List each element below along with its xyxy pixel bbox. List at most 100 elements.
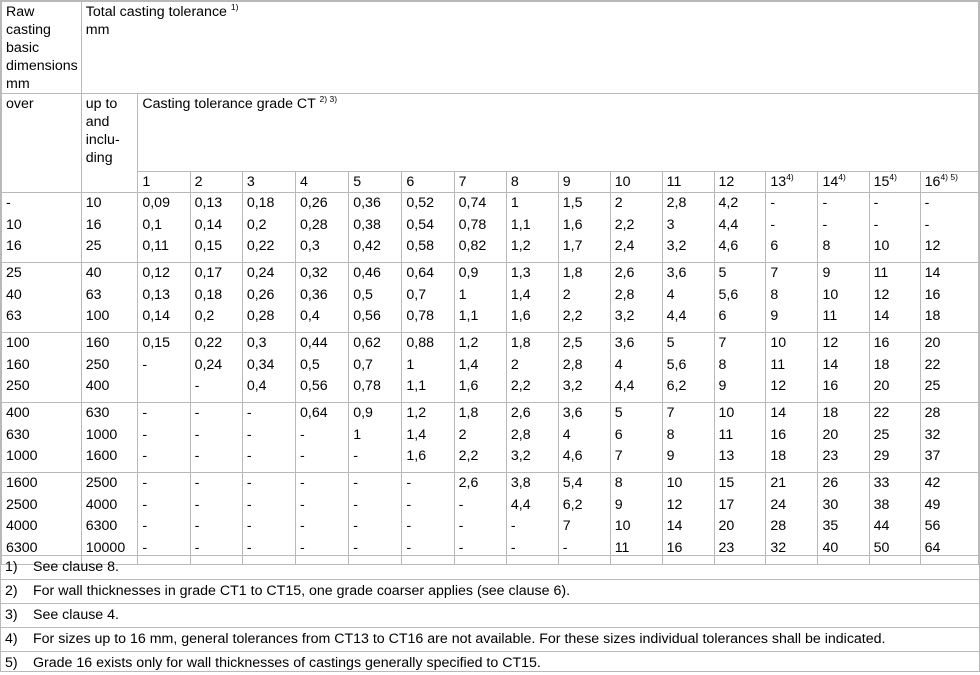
value: 37 bbox=[924, 448, 941, 464]
value: 2 bbox=[614, 195, 623, 211]
value: 1,8 bbox=[562, 265, 583, 281]
value: 56 bbox=[924, 518, 941, 534]
tolerance-cell: - - 6 bbox=[765, 192, 819, 263]
grade-number: 5 bbox=[353, 174, 362, 190]
value: 13 bbox=[718, 448, 735, 464]
value: 38 bbox=[873, 496, 890, 513]
value: 30 bbox=[822, 496, 839, 513]
value: 16 bbox=[822, 378, 839, 394]
value: - bbox=[246, 426, 252, 443]
tolerance-cell: 8 9 10 11 bbox=[609, 472, 663, 565]
upto-cell: 40 63 100 bbox=[80, 262, 139, 333]
tolerance-cell: - - 10 bbox=[868, 192, 921, 263]
value: - bbox=[194, 378, 200, 394]
value: 1,4 bbox=[458, 356, 479, 373]
grade-number: 4 bbox=[300, 174, 308, 190]
tolerance-body: -10 16 10 16 25 0,09 0,1 0,11 0,13 0,14 0,15 0,18 0,… bbox=[1, 192, 980, 565]
value: - bbox=[194, 405, 200, 421]
value: 1,2 bbox=[458, 335, 479, 351]
value: 2,8 bbox=[562, 356, 583, 373]
value: 1,4 bbox=[510, 286, 531, 303]
tolerance-cell: 0,36 0,38 0,42 bbox=[348, 192, 403, 263]
value: - bbox=[142, 475, 148, 491]
tolerance-cell: 3,6 4 4,4 bbox=[661, 262, 715, 333]
tolerance-cell: 0,32 0,36 0,4 bbox=[295, 262, 350, 333]
value: 1,5 bbox=[562, 195, 583, 211]
grade-header: Casting tolerance grade CT 2) 3) bbox=[137, 93, 979, 172]
value: 1,3 bbox=[510, 265, 531, 281]
value: 0,78 bbox=[353, 378, 381, 394]
value: 4 bbox=[666, 286, 675, 303]
value: 6,2 bbox=[562, 496, 583, 513]
value: 17 bbox=[718, 496, 735, 513]
grade-footnote-ref: 4) bbox=[889, 172, 897, 182]
value: 2,4 bbox=[614, 238, 635, 254]
value: - bbox=[300, 496, 305, 513]
value: 0,9 bbox=[353, 405, 373, 421]
tolerance-cell: 7 8 9 bbox=[765, 262, 819, 333]
tolerance-cell: 1,8 2 2,2 bbox=[505, 332, 559, 403]
value: 400 bbox=[6, 405, 30, 421]
value: 3,2 bbox=[614, 308, 635, 324]
tolerance-cell: 1,2 1,4 1,6 bbox=[453, 332, 507, 403]
tolerance-cell: 0,46 0,5 0,56 bbox=[348, 262, 403, 333]
tolerance-cell: 0,24 0,26 0,28 bbox=[241, 262, 297, 333]
grade-number-cell: 144) bbox=[817, 171, 870, 193]
value: 12 bbox=[822, 335, 839, 351]
value: 20 bbox=[924, 335, 941, 351]
tolerance-cell: 2,8 3 3,2 bbox=[661, 192, 715, 263]
value: 10 bbox=[666, 475, 683, 491]
value: 0,15 bbox=[194, 238, 223, 254]
value: - bbox=[406, 496, 412, 513]
value: 2,6 bbox=[458, 475, 479, 491]
grade-number-cell: 8 bbox=[505, 171, 559, 193]
upto-cell: 630 1000 1600 bbox=[80, 402, 139, 473]
value: - bbox=[873, 216, 879, 233]
tolerance-cell: 0,09 0,1 0,11 bbox=[137, 192, 191, 263]
value: 1,6 bbox=[458, 378, 479, 394]
footnote-number: 5) bbox=[5, 655, 18, 671]
value: 23 bbox=[822, 448, 839, 464]
footnote-text: Grade 16 exists only for wall thicknesse… bbox=[33, 655, 541, 671]
total-tolerance-footnote: 1) bbox=[230, 2, 239, 12]
value: 0,11 bbox=[142, 238, 169, 254]
tolerance-cell: 0,64 - - bbox=[295, 402, 350, 473]
grade-number: 7 bbox=[458, 174, 467, 190]
value: 0,7 bbox=[353, 356, 373, 373]
value: 23 bbox=[718, 539, 735, 556]
value: 1 bbox=[458, 286, 467, 303]
dimension-group-row: 1600 2500 4000 6300 2500 4000 6300 10000- - - - - - -… bbox=[1, 472, 980, 565]
value: 22 bbox=[924, 356, 941, 373]
value: 5,6 bbox=[718, 286, 739, 303]
value: 2,6 bbox=[510, 405, 531, 421]
value: 160 bbox=[6, 356, 30, 373]
value: 0,24 bbox=[246, 265, 275, 281]
tolerance-cell: 1,3 1,4 1,6 bbox=[505, 262, 559, 333]
value: - bbox=[458, 518, 464, 534]
tolerance-cell: 3,6 4 4,4 bbox=[609, 332, 663, 403]
value: 100 bbox=[6, 335, 30, 351]
value: - bbox=[562, 539, 568, 556]
grade-footnote-ref: 4) 5) bbox=[940, 172, 958, 182]
value: 0,2 bbox=[194, 308, 215, 324]
value: - bbox=[246, 496, 252, 513]
value: 28 bbox=[770, 518, 787, 534]
grade-number: 14 bbox=[822, 174, 839, 190]
value: 0,5 bbox=[353, 286, 373, 303]
value: - bbox=[6, 195, 11, 211]
grade-label: Casting tolerance grade CT bbox=[142, 96, 316, 112]
tolerance-cell: 9 10 11 bbox=[817, 262, 870, 333]
tolerance-cell: 42 49 56 64 bbox=[919, 472, 980, 565]
tolerance-cell: 2,5 2,8 3,2 bbox=[557, 332, 611, 403]
value: 1,6 bbox=[406, 448, 427, 464]
value: 5 bbox=[666, 335, 675, 351]
grade-number: 16 bbox=[924, 174, 941, 190]
value: 3,6 bbox=[666, 265, 687, 281]
value: 1 bbox=[353, 426, 362, 443]
value: 10 bbox=[718, 405, 735, 421]
value: 29 bbox=[873, 448, 890, 464]
value: 9 bbox=[614, 496, 623, 513]
value: - bbox=[246, 448, 252, 464]
value: 0,5 bbox=[300, 356, 320, 373]
tolerance-cell: 11 12 14 bbox=[868, 262, 921, 333]
